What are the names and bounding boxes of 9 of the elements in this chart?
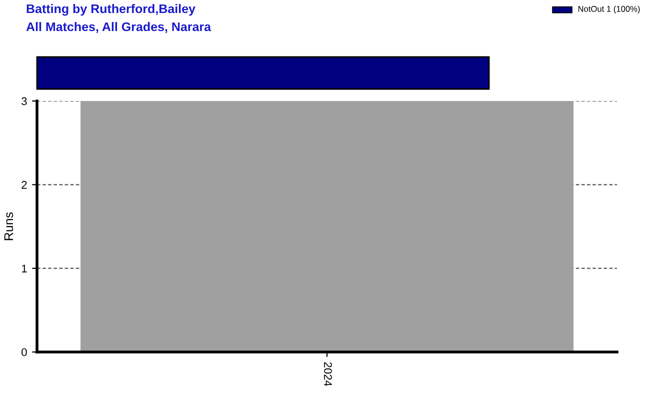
y-axis-title: Runs	[4, 212, 14, 240]
chart-title: Batting by Rutherford,Bailey	[26, 4, 196, 16]
y-tick-label: 2	[22, 180, 27, 189]
text: NotOut 1 (100%)	[578, 6, 640, 14]
y-tick-label: 1	[22, 264, 27, 272]
y-tick-label: 0	[22, 348, 27, 356]
chart-subtitle: All Matches, All Grades, Narara	[26, 22, 212, 33]
x-tick-label: 2024	[324, 362, 332, 386]
y-tick-label: 3	[22, 97, 27, 106]
